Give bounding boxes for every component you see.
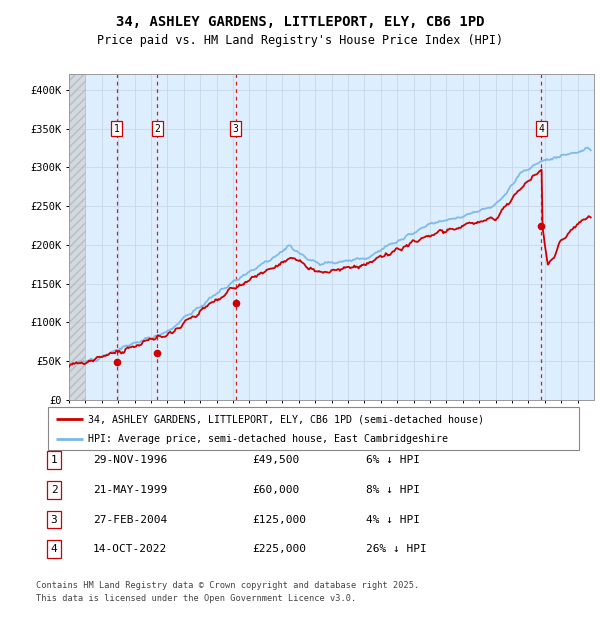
- Text: HPI: Average price, semi-detached house, East Cambridgeshire: HPI: Average price, semi-detached house,…: [88, 434, 448, 444]
- Text: 21-MAY-1999: 21-MAY-1999: [93, 485, 167, 495]
- Text: 34, ASHLEY GARDENS, LITTLEPORT, ELY, CB6 1PD (semi-detached house): 34, ASHLEY GARDENS, LITTLEPORT, ELY, CB6…: [88, 414, 484, 424]
- Text: 4: 4: [538, 123, 544, 134]
- Text: Price paid vs. HM Land Registry's House Price Index (HPI): Price paid vs. HM Land Registry's House …: [97, 34, 503, 47]
- Text: 14-OCT-2022: 14-OCT-2022: [93, 544, 167, 554]
- Text: 4% ↓ HPI: 4% ↓ HPI: [366, 515, 420, 525]
- Text: 1: 1: [50, 455, 58, 465]
- Text: This data is licensed under the Open Government Licence v3.0.: This data is licensed under the Open Gov…: [36, 593, 356, 603]
- Text: £225,000: £225,000: [252, 544, 306, 554]
- Text: 8% ↓ HPI: 8% ↓ HPI: [366, 485, 420, 495]
- Text: 3: 3: [233, 123, 238, 134]
- Text: 4: 4: [50, 544, 58, 554]
- Text: 1: 1: [114, 123, 119, 134]
- Text: £125,000: £125,000: [252, 515, 306, 525]
- Text: 29-NOV-1996: 29-NOV-1996: [93, 455, 167, 465]
- Text: Contains HM Land Registry data © Crown copyright and database right 2025.: Contains HM Land Registry data © Crown c…: [36, 581, 419, 590]
- Text: 2: 2: [154, 123, 160, 134]
- Text: 27-FEB-2004: 27-FEB-2004: [93, 515, 167, 525]
- Text: £49,500: £49,500: [252, 455, 299, 465]
- FancyBboxPatch shape: [48, 407, 579, 450]
- Text: 2: 2: [50, 485, 58, 495]
- Text: 34, ASHLEY GARDENS, LITTLEPORT, ELY, CB6 1PD: 34, ASHLEY GARDENS, LITTLEPORT, ELY, CB6…: [116, 16, 484, 30]
- Text: £60,000: £60,000: [252, 485, 299, 495]
- Bar: [69, 74, 85, 400]
- Text: 6% ↓ HPI: 6% ↓ HPI: [366, 455, 420, 465]
- Text: 3: 3: [50, 515, 58, 525]
- Text: 26% ↓ HPI: 26% ↓ HPI: [366, 544, 427, 554]
